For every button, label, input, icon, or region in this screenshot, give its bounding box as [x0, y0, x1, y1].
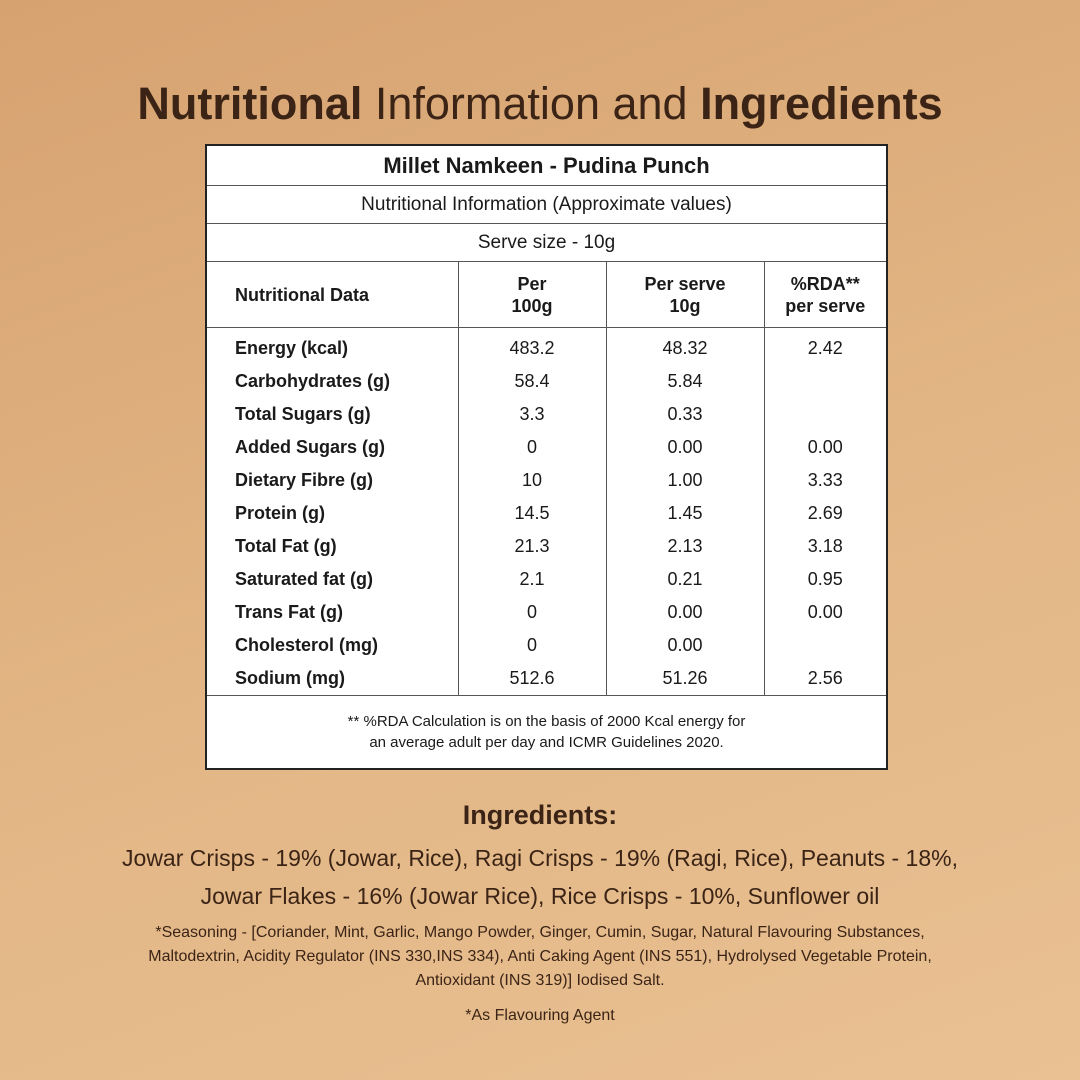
data-row: Dietary Fibre (g) 10 1.00 3.33 [205, 464, 888, 497]
table-row: Serve size - 10g [205, 223, 888, 262]
table-cell: 5.84 [605, 365, 765, 398]
table-cell: Serve size - 10g [205, 223, 888, 262]
table-cell: Carbohydrates (g) [205, 365, 459, 398]
ingredients-line: Jowar Crisps - 19% (Jowar, Rice), Ragi C… [122, 845, 958, 871]
table-cell: 0 [457, 431, 607, 464]
header-line: %RDA** [790, 273, 860, 294]
table-row: Millet Namkeen - Pudina Punch [205, 144, 888, 186]
data-row: Carbohydrates (g) 58.4 5.84 [205, 365, 888, 398]
data-row: Total Sugars (g) 3.3 0.33 [205, 398, 888, 431]
seasoning-line: Maltodextrin, Acidity Regulator (INS 330… [148, 948, 932, 965]
table-cell: 0.00 [605, 431, 765, 464]
table-cell: 1.00 [605, 464, 765, 497]
table-cell: Cholesterol (mg) [205, 629, 459, 662]
table-cell [763, 398, 888, 431]
data-row: Trans Fat (g) 0 0.00 0.00 [205, 596, 888, 629]
column-header: Nutritional Data [205, 261, 459, 328]
table-cell: 2.1 [457, 563, 607, 596]
data-row: Saturated fat (g) 2.1 0.21 0.95 [205, 563, 888, 596]
table-cell: 0.95 [763, 563, 888, 596]
table-cell: Dietary Fibre (g) [205, 464, 459, 497]
table-cell: 512.6 [457, 662, 607, 696]
table-row: ** %RDA Calculation is on the basis of 2… [205, 695, 888, 770]
table-cell: 0.21 [605, 563, 765, 596]
nutrition-table: Millet Namkeen - Pudina Punch Nutritional… [205, 144, 889, 770]
header-line: 10g [669, 295, 701, 316]
table-cell: 0 [457, 596, 607, 629]
table-cell: 48.32 [605, 327, 765, 365]
flavouring-note: *As Flavouring Agent [465, 1007, 615, 1024]
ingredients-line: Jowar Flakes - 16% (Jowar Rice), Rice Cr… [200, 883, 880, 909]
title-part: Information and [362, 78, 701, 129]
header-line: Per [517, 273, 547, 294]
table-cell: Millet Namkeen - Pudina Punch [205, 144, 888, 186]
table-cell: 0.00 [763, 596, 888, 629]
ingredients: Ingredients: Jowar Crisps - 19% (Jowar, R… [0, 800, 1080, 1025]
table-cell: 0.00 [763, 431, 888, 464]
seasoning-line: *Seasoning - [Coriander, Mint, Garlic, M… [155, 924, 925, 941]
table-cell: Protein (g) [205, 497, 459, 530]
column-header: Per serve 10g [605, 261, 765, 328]
table-cell: 0 [457, 629, 607, 662]
table-cell: 3.3 [457, 398, 607, 431]
table-cell: 51.26 [605, 662, 765, 696]
table-cell: Saturated fat (g) [205, 563, 459, 596]
table-cell: 2.56 [763, 662, 888, 696]
table-cell: 0.33 [605, 398, 765, 431]
column-header: Per 100g [457, 261, 607, 328]
table-cell: 58.4 [457, 365, 607, 398]
table-cell: 21.3 [457, 530, 607, 563]
table-cell: 3.33 [763, 464, 888, 497]
table-cell: 2.42 [763, 327, 888, 365]
table-cell: 14.5 [457, 497, 607, 530]
data-row: Total Fat (g) 21.3 2.13 3.18 [205, 530, 888, 563]
table-cell: Energy (kcal) [205, 327, 459, 365]
table-cell: Trans Fat (g) [205, 596, 459, 629]
header-row: Nutritional Data Per 100g Per serve 10g %RDA*… [205, 261, 888, 328]
table-row: Nutritional Information (Approximate val… [205, 185, 888, 224]
title-part: Nutritional [137, 78, 363, 129]
ingredients-heading: Ingredients: [462, 800, 618, 830]
header-line: per serve [785, 295, 866, 316]
table-cell: 2.69 [763, 497, 888, 530]
table-cell: 2.13 [605, 530, 765, 563]
table-cell [763, 365, 888, 398]
footnote-line: ** %RDA Calculation is on the basis of 2… [347, 713, 746, 730]
table-cell: Sodium (mg) [205, 662, 459, 696]
table-cell: ** %RDA Calculation is on the basis of 2… [205, 695, 888, 770]
title-part: Ingredients [700, 78, 943, 129]
seasoning: *Seasoning - [Coriander, Mint, Garlic, M… [0, 921, 1080, 993]
table-cell: 0.00 [605, 596, 765, 629]
data-row: Protein (g) 14.5 1.45 2.69 [205, 497, 888, 530]
column-header: %RDA** per serve [763, 261, 888, 328]
seasoning-line: Antioxidant (INS 319)] Iodised Salt. [415, 972, 665, 989]
table-cell: 483.2 [457, 327, 607, 365]
table-cell [763, 629, 888, 662]
data-row: Cholesterol (mg) 0 0.00 [205, 629, 888, 662]
table-cell: Nutritional Information (Approximate val… [205, 185, 888, 224]
header-line: Nutritional Data [235, 284, 370, 305]
title: Nutritional Information and Ingredients [0, 78, 1080, 130]
table-cell: Total Sugars (g) [205, 398, 459, 431]
table-cell: Added Sugars (g) [205, 431, 459, 464]
table-cell: 10 [457, 464, 607, 497]
table-cell: 0.00 [605, 629, 765, 662]
footnote-line: an average adult per day and ICMR Guidel… [369, 734, 724, 751]
table-cell: 3.18 [763, 530, 888, 563]
table-cell: Total Fat (g) [205, 530, 459, 563]
header-line: Per serve [644, 273, 726, 294]
data-row: Sodium (mg) 512.6 51.26 2.56 [205, 662, 888, 696]
header-line: 100g [511, 295, 553, 316]
data-row: Energy (kcal) 483.2 48.32 2.42 [205, 327, 888, 365]
data-row: Added Sugars (g) 0 0.00 0.00 [205, 431, 888, 464]
table-cell: 1.45 [605, 497, 765, 530]
